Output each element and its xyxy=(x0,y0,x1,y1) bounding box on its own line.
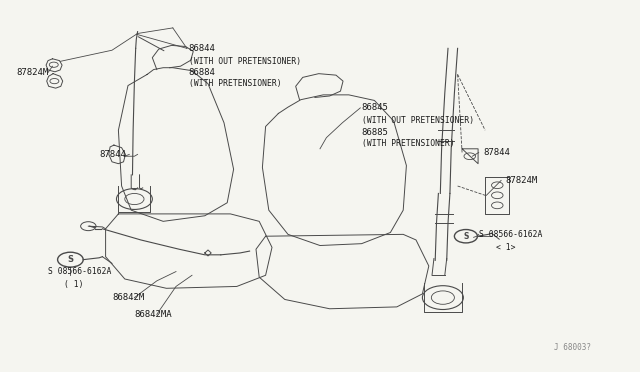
Text: 86885: 86885 xyxy=(362,128,388,137)
Text: 87844: 87844 xyxy=(483,148,510,157)
Text: 86845: 86845 xyxy=(362,103,388,112)
Text: (WITH PRETENSIONER): (WITH PRETENSIONER) xyxy=(189,79,282,88)
Text: 87824M: 87824M xyxy=(16,68,48,77)
Text: (WITH PRETENSIONER): (WITH PRETENSIONER) xyxy=(362,139,454,148)
Text: ( 1): ( 1) xyxy=(64,280,83,289)
Text: 86842MA: 86842MA xyxy=(134,310,172,319)
Text: (WITH OUT PRETENSIONER): (WITH OUT PRETENSIONER) xyxy=(362,116,474,125)
Text: 87844: 87844 xyxy=(99,150,126,159)
Text: (WITH OUT PRETENSIONER): (WITH OUT PRETENSIONER) xyxy=(189,57,301,66)
Text: S 08566-6162A: S 08566-6162A xyxy=(479,230,542,239)
Text: 86842M: 86842M xyxy=(112,293,144,302)
Text: 86884: 86884 xyxy=(189,68,216,77)
Text: S: S xyxy=(463,232,468,241)
Text: 87824M: 87824M xyxy=(506,176,538,185)
Text: S: S xyxy=(67,255,74,264)
Text: J 68003?: J 68003? xyxy=(554,343,591,352)
Text: < 1>: < 1> xyxy=(496,243,515,252)
Text: S 08566-6162A: S 08566-6162A xyxy=(48,267,111,276)
Text: 86844: 86844 xyxy=(189,44,216,53)
